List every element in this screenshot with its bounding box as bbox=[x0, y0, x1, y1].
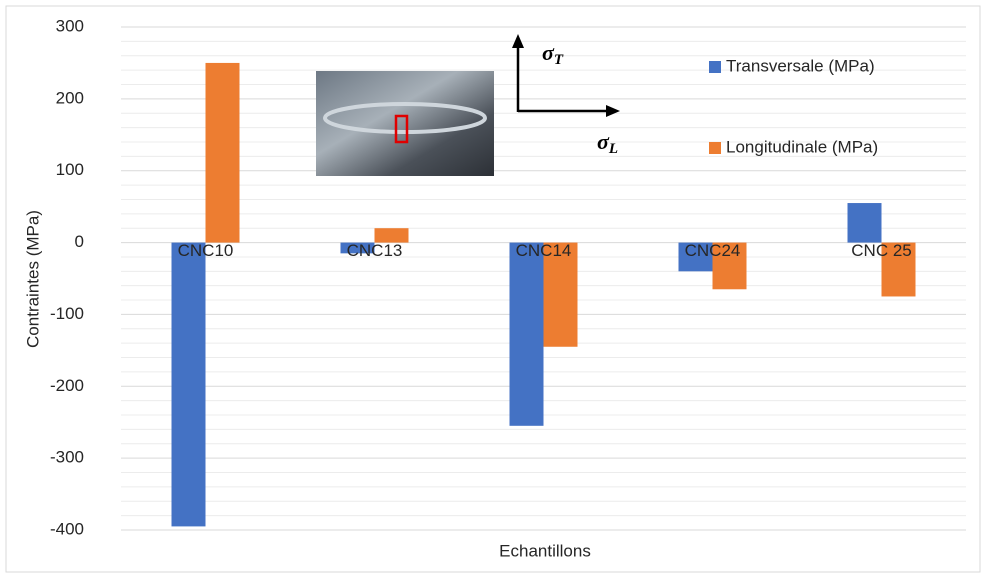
sigma-t: σT bbox=[542, 40, 564, 68]
y-tick-label: 0 bbox=[75, 232, 84, 251]
y-tick-label: -300 bbox=[50, 448, 84, 467]
x-tick-label: CNC14 bbox=[516, 241, 572, 260]
x-tick-label: CNC24 bbox=[685, 241, 741, 260]
legend-label: Longitudinale (MPa) bbox=[726, 137, 878, 156]
y-tick-label: -100 bbox=[50, 304, 84, 323]
bar bbox=[847, 203, 882, 243]
inset-photo bbox=[316, 71, 494, 176]
bar bbox=[171, 242, 206, 527]
x-tick-label: CNC 25 bbox=[851, 241, 911, 260]
y-tick-label: 100 bbox=[56, 160, 84, 179]
legend-label: Transversale (MPa) bbox=[726, 56, 875, 75]
bar bbox=[509, 242, 544, 426]
y-tick-label: 300 bbox=[56, 16, 84, 35]
photo-detail bbox=[323, 102, 487, 134]
legend-swatch bbox=[709, 61, 721, 73]
bar bbox=[340, 242, 375, 254]
bar bbox=[678, 242, 713, 272]
bar bbox=[543, 242, 578, 347]
y-tick-label: -400 bbox=[50, 519, 84, 538]
sigma-l: σL bbox=[597, 129, 618, 157]
y-tick-label: -200 bbox=[50, 376, 84, 395]
bar bbox=[374, 228, 409, 243]
bar bbox=[205, 62, 240, 243]
legend-swatch bbox=[709, 142, 721, 154]
bar bbox=[881, 242, 916, 297]
bar bbox=[712, 242, 747, 290]
axes-arrows bbox=[512, 34, 620, 117]
x-axis-title: Echantillons bbox=[499, 541, 591, 560]
x-tick-label: CNC13 bbox=[347, 241, 403, 260]
x-tick-label: CNC10 bbox=[178, 241, 234, 260]
y-axis-title: Contraintes (MPa) bbox=[23, 210, 42, 348]
y-tick-label: 200 bbox=[56, 88, 84, 107]
measure-zone bbox=[394, 114, 409, 144]
